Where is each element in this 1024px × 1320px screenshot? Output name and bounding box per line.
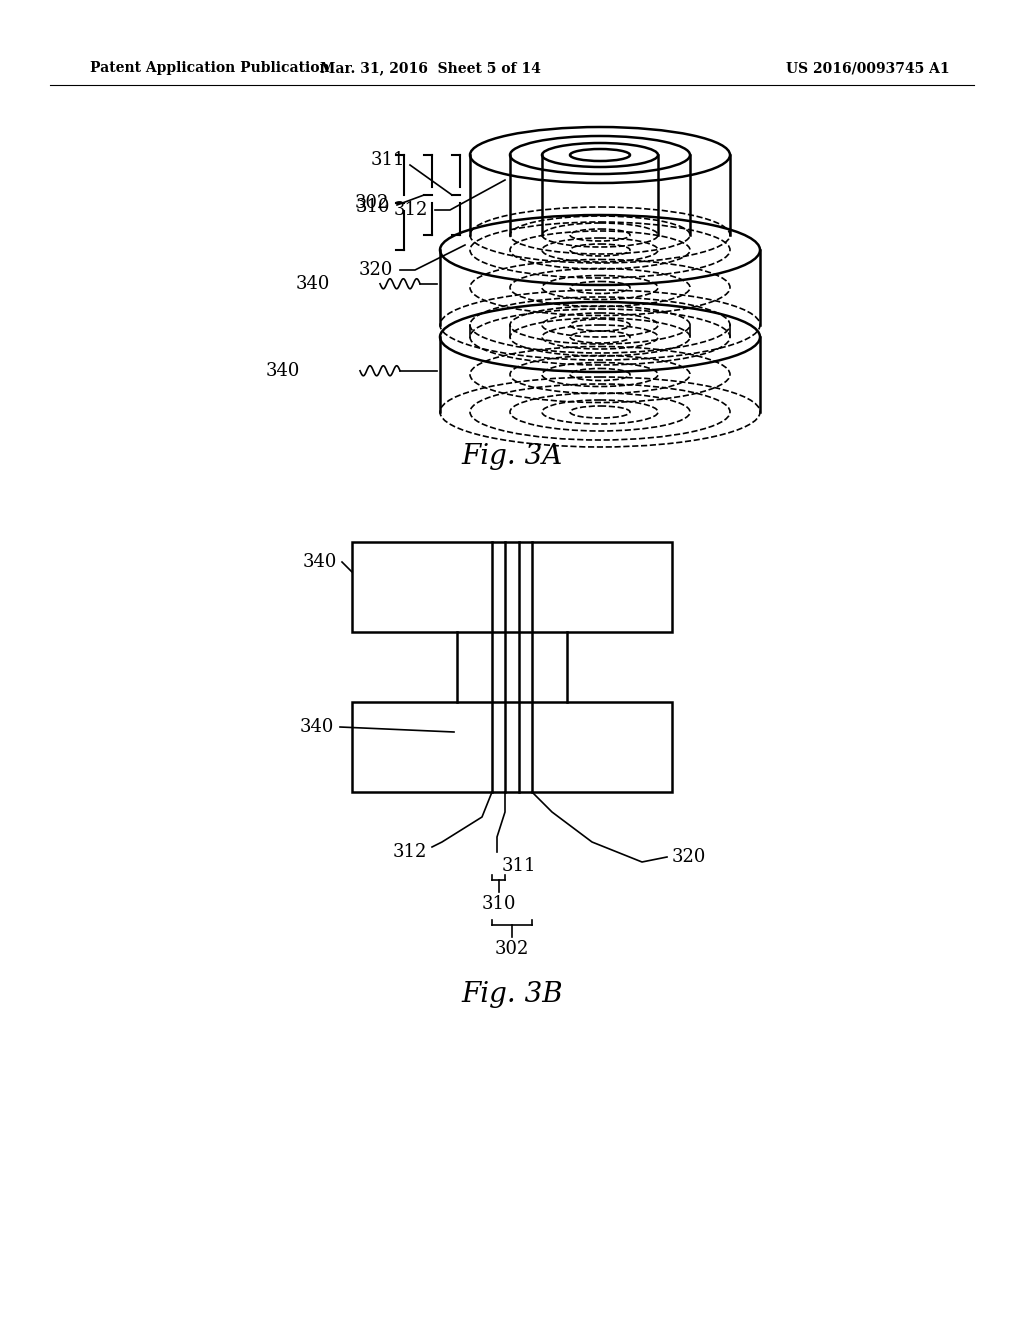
Text: 310: 310 — [355, 198, 390, 216]
Text: 340: 340 — [265, 362, 300, 380]
Text: 320: 320 — [672, 847, 707, 866]
Text: 311: 311 — [502, 857, 537, 875]
Text: 310: 310 — [481, 895, 516, 913]
Text: 312: 312 — [393, 201, 428, 219]
Text: 312: 312 — [392, 843, 427, 861]
Text: Fig. 3A: Fig. 3A — [462, 444, 562, 470]
Text: Mar. 31, 2016  Sheet 5 of 14: Mar. 31, 2016 Sheet 5 of 14 — [319, 61, 541, 75]
Text: Fig. 3B: Fig. 3B — [461, 982, 563, 1008]
Text: 320: 320 — [358, 261, 393, 279]
Bar — [352, 702, 672, 792]
Text: 340: 340 — [296, 275, 330, 293]
Text: 311: 311 — [371, 150, 406, 169]
Text: 302: 302 — [354, 194, 389, 211]
Text: Patent Application Publication: Patent Application Publication — [90, 61, 330, 75]
Text: 302: 302 — [495, 940, 529, 958]
Bar — [352, 543, 672, 632]
Text: US 2016/0093745 A1: US 2016/0093745 A1 — [786, 61, 950, 75]
Text: 340: 340 — [303, 553, 337, 572]
Text: 340: 340 — [300, 718, 334, 737]
